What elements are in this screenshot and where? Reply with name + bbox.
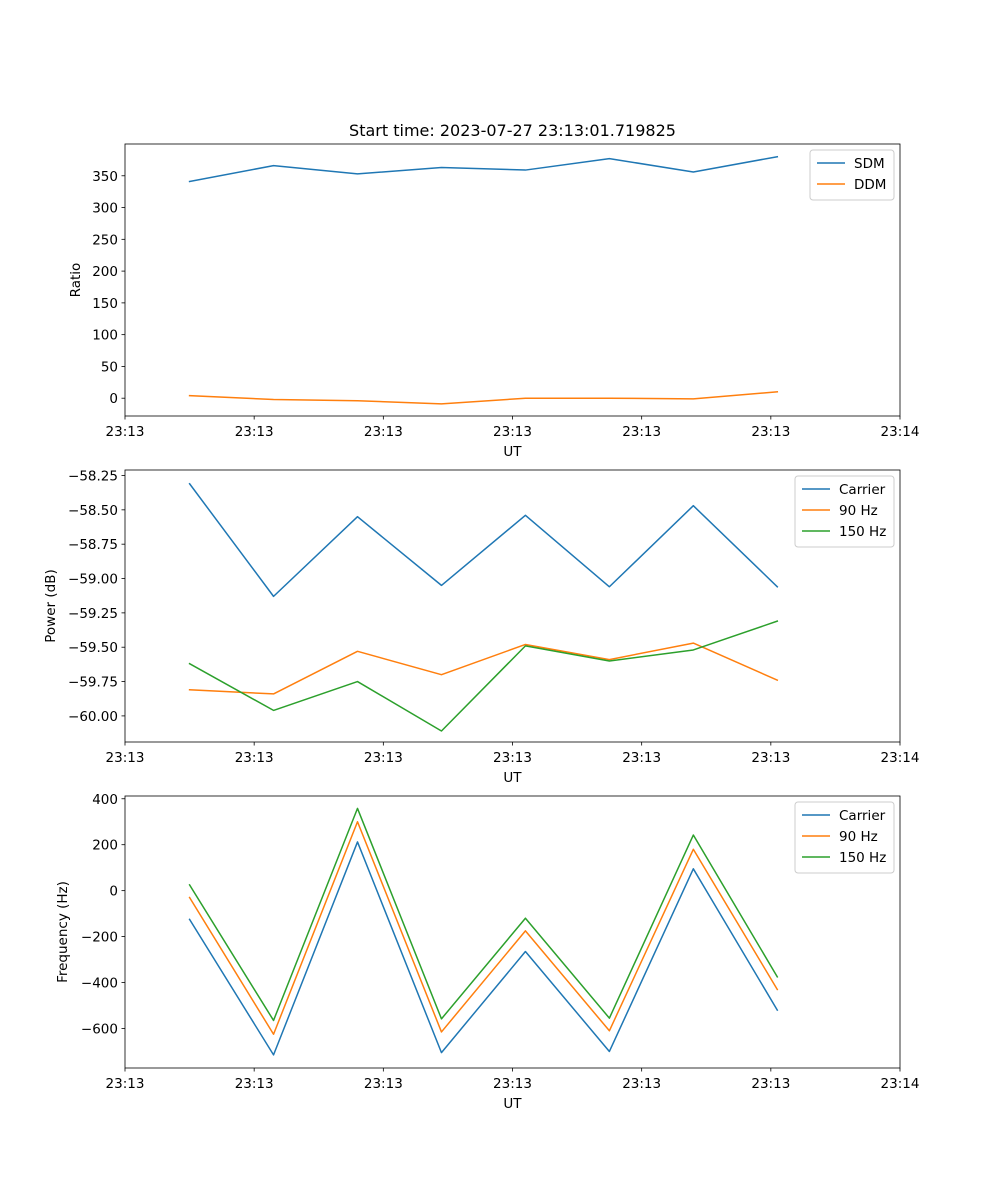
ratio-y-tick-label: 100 <box>92 328 118 344</box>
frequency-series-150-hz-line <box>188 807 779 1022</box>
frequency-legend: Carrier 90 Hz 150 Hz <box>794 801 895 874</box>
power-series-90-hz-line <box>188 642 779 695</box>
ratio-panel: 23:13 23:13 23:13 23:13 23:13 23:13 23:14 0 50 10… <box>68 143 920 460</box>
ratio-y-tick-label: 0 <box>109 391 118 407</box>
frequency-y-axis-label: Frequency (Hz) <box>55 881 71 983</box>
power-x-axis-label: UT <box>503 770 522 786</box>
frequency-series-carrier-line <box>188 841 779 1056</box>
frequency-legend-label-carrier: Carrier <box>839 808 886 824</box>
ratio-legend-label-sdm: SDM <box>854 156 885 172</box>
ratio-plot-area <box>125 144 900 416</box>
power-y-tick-label: −59.00 <box>68 572 118 588</box>
power-panel: 23:13 23:13 23:13 23:13 23:13 23:13 23:14 −60.0… <box>43 468 919 786</box>
ratio-y-tick-label: 200 <box>92 264 118 280</box>
power-x-tick-label: 23:14 <box>881 750 920 766</box>
frequency-x-tick-label: 23:14 <box>881 1076 920 1092</box>
chart-title: Start time: 2023-07-27 23:13:01.719825 <box>349 121 676 140</box>
frequency-legend-label-150-hz: 150 Hz <box>839 850 886 866</box>
frequency-x-tick-label: 23:13 <box>235 1076 274 1092</box>
frequency-y-tick-label: 400 <box>92 792 118 808</box>
power-y-tick-label: −58.25 <box>68 468 118 484</box>
ratio-series-sdm-line <box>188 155 779 183</box>
power-legend-label-carrier: Carrier <box>839 482 886 498</box>
ratio-x-tick-label: 23:13 <box>751 424 790 440</box>
power-x-tick-label: 23:13 <box>106 750 145 766</box>
frequency-y-tick-label: −600 <box>81 1021 118 1037</box>
power-y-tick-label: −60.00 <box>68 709 118 725</box>
ratio-y-tick-label: 350 <box>92 169 118 185</box>
ratio-y-tick-label: 150 <box>92 296 118 312</box>
frequency-y-tick-label: −200 <box>81 930 118 946</box>
power-series-150-hz-line <box>188 620 779 732</box>
power-y-tick-label: −59.50 <box>68 640 118 656</box>
ratio-y-tick-label: 250 <box>92 232 118 248</box>
power-y-tick-label: −58.75 <box>68 537 118 553</box>
power-legend-box <box>794 475 895 548</box>
ratio-x-tick-label: 23:13 <box>493 424 532 440</box>
power-legend-label-150-hz: 150 Hz <box>839 524 886 540</box>
frequency-y-tick-label: 0 <box>109 884 118 900</box>
frequency-x-axis-label: UT <box>503 1096 522 1112</box>
frequency-legend-box <box>794 801 895 874</box>
power-plot-area <box>125 470 900 742</box>
ratio-x-tick-label: 23:13 <box>235 424 274 440</box>
frequency-y-tick-label: −400 <box>81 976 118 992</box>
ratio-x-tick-label: 23:13 <box>106 424 145 440</box>
frequency-panel: 23:13 23:13 23:13 23:13 23:13 23:13 23:14 −600 −… <box>55 792 919 1112</box>
power-x-tick-label: 23:13 <box>622 750 661 766</box>
power-y-tick-label: −58.50 <box>68 503 118 519</box>
ratio-x-tick-label: 23:14 <box>881 424 920 440</box>
power-x-tick-label: 23:13 <box>493 750 532 766</box>
frequency-x-tick-label: 23:13 <box>106 1076 145 1092</box>
ratio-x-tick-label: 23:13 <box>622 424 661 440</box>
frequency-series-90-hz-line <box>188 820 779 1035</box>
ratio-y-tick-label: 300 <box>92 201 118 217</box>
frequency-x-tick-label: 23:13 <box>622 1076 661 1092</box>
ratio-legend: SDM DDM <box>809 149 895 201</box>
ratio-legend-label-ddm: DDM <box>854 177 886 193</box>
power-legend-label-90-hz: 90 Hz <box>839 503 878 519</box>
ratio-series-ddm-line <box>188 391 779 405</box>
frequency-legend-label-90-hz: 90 Hz <box>839 829 878 845</box>
power-x-tick-label: 23:13 <box>751 750 790 766</box>
power-x-tick-label: 23:13 <box>364 750 403 766</box>
frequency-x-tick-label: 23:13 <box>751 1076 790 1092</box>
frequency-x-tick-label: 23:13 <box>493 1076 532 1092</box>
power-y-tick-label: −59.75 <box>68 675 118 691</box>
frequency-plot-area <box>125 796 900 1068</box>
power-x-tick-label: 23:13 <box>235 750 274 766</box>
frequency-x-tick-label: 23:13 <box>364 1076 403 1092</box>
frequency-y-tick-label: 200 <box>92 838 118 854</box>
ratio-y-axis-label: Ratio <box>68 263 84 298</box>
ratio-x-axis-label: UT <box>503 444 522 460</box>
power-y-tick-label: −59.25 <box>68 606 118 622</box>
ratio-y-tick-label: 50 <box>101 359 118 375</box>
ratio-x-tick-label: 23:13 <box>364 424 403 440</box>
power-series-carrier-line <box>188 482 779 598</box>
power-y-axis-label: Power (dB) <box>43 569 59 642</box>
power-legend: Carrier 90 Hz 150 Hz <box>794 475 895 548</box>
